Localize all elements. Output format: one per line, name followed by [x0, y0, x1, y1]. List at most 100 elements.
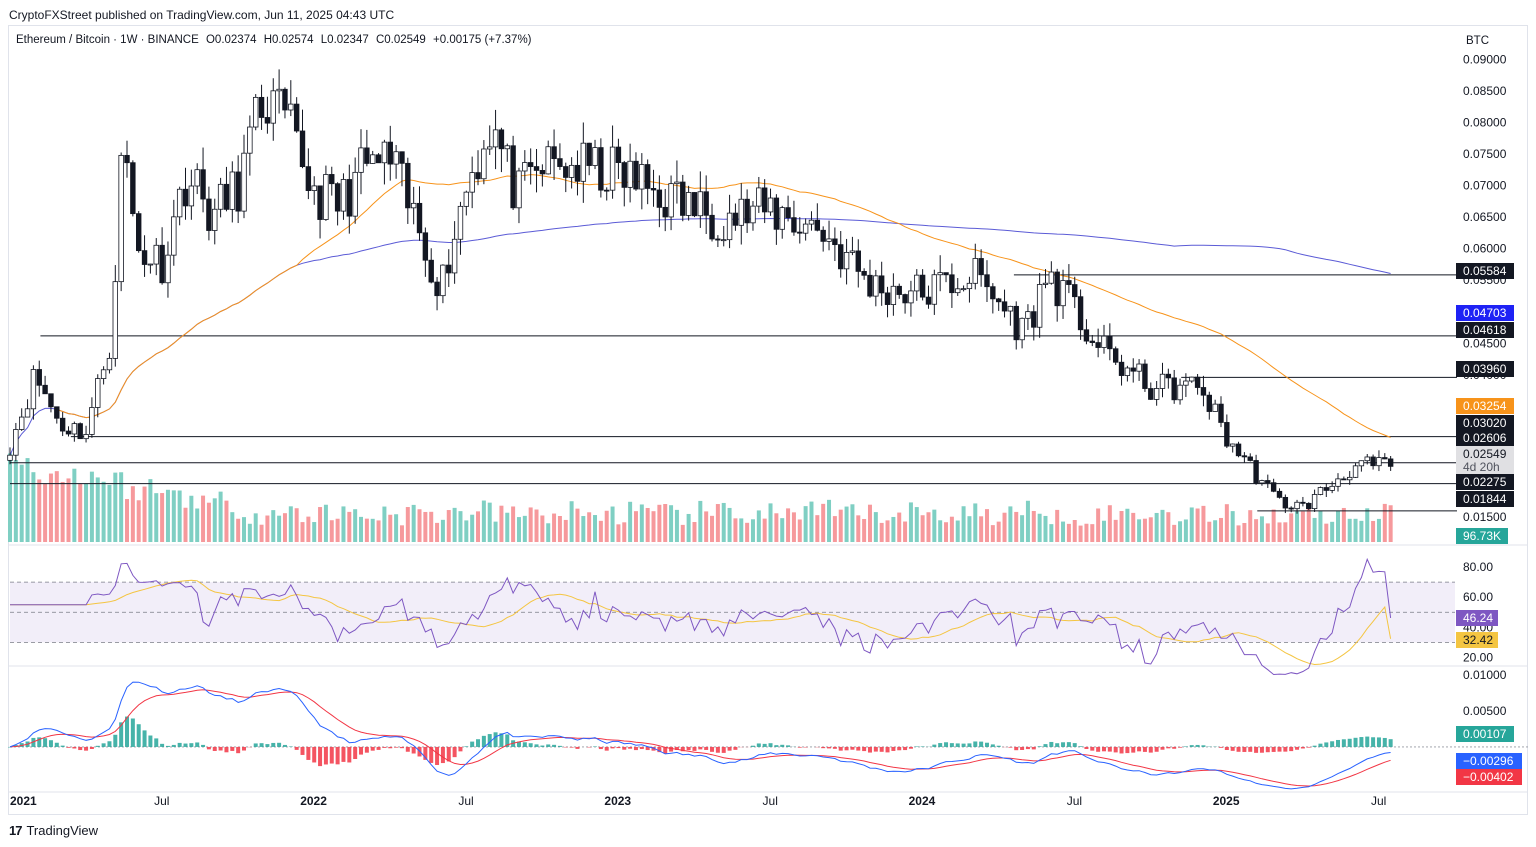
candle-down	[761, 187, 768, 213]
volume-bar	[1090, 524, 1095, 542]
volume-bars	[8, 453, 1393, 542]
volume-bar	[1353, 518, 1358, 542]
candle-up	[19, 416, 25, 430]
macd-histogram-bar	[1371, 737, 1376, 747]
candle-up	[100, 369, 107, 379]
candle-up	[217, 183, 224, 210]
candle-down	[574, 164, 581, 182]
candle-up	[1376, 457, 1382, 467]
candle-up	[568, 164, 575, 178]
volume-bar	[563, 519, 568, 542]
volume-bar	[721, 502, 726, 542]
macd-histogram-bar	[1295, 746, 1300, 750]
rsi-line	[10, 557, 1392, 676]
volume-bar	[359, 516, 364, 542]
volume-bar	[674, 509, 679, 542]
candle-up	[451, 238, 458, 274]
volume-bar	[984, 509, 989, 542]
candle-down	[1270, 482, 1277, 492]
volume-bar	[1248, 510, 1253, 542]
volume-bar	[1230, 511, 1235, 542]
volume-bar	[750, 519, 755, 542]
macd-histogram-bar	[201, 744, 206, 747]
macd-histogram-bar	[429, 746, 434, 763]
macd-histogram-bar	[84, 746, 89, 751]
candle-down	[884, 292, 891, 305]
macd-histogram-bar	[154, 738, 159, 747]
candle-up	[1153, 388, 1160, 400]
candle-down	[434, 281, 440, 297]
volume-bar	[294, 508, 299, 542]
volume-bar	[1341, 507, 1346, 542]
volume-bar	[1025, 500, 1030, 542]
volume-bar	[1002, 512, 1007, 542]
candle-down	[235, 171, 241, 212]
candle-up	[381, 141, 388, 164]
volume-bar	[944, 522, 949, 542]
volume-bar	[347, 511, 352, 542]
volume-bar	[323, 504, 328, 542]
candle-down	[1148, 388, 1154, 400]
candle-up	[30, 369, 37, 410]
macd-histogram-bar	[177, 742, 182, 747]
macd-histogram-bar	[557, 745, 562, 747]
macd-histogram-bar	[37, 737, 42, 747]
volume-bar	[43, 483, 48, 542]
macd-histogram-bar	[1359, 737, 1364, 747]
tradingview-footer[interactable]: 17 TradingView	[9, 823, 98, 838]
time-axis-label: 2024	[909, 794, 936, 808]
macd-histogram-bar	[130, 718, 135, 747]
macd-histogram-bar	[113, 734, 118, 747]
macd-histogram-bar	[1230, 746, 1235, 751]
candle-down	[1288, 507, 1294, 510]
volume-bar	[1347, 518, 1352, 542]
candle-up	[914, 274, 920, 292]
volume-bar	[1271, 509, 1276, 542]
macd-histogram-bar	[844, 746, 849, 751]
candle-up	[1025, 311, 1031, 319]
volume-bar	[692, 522, 697, 542]
volume-bar	[932, 509, 937, 542]
macd-histogram-bar	[862, 746, 867, 752]
candle-down	[820, 229, 826, 242]
price-tag-label: 0.04618	[1463, 323, 1507, 337]
volume-bar	[1376, 518, 1381, 542]
macd-histogram-bar	[499, 733, 504, 747]
macd-histogram-bar	[189, 743, 194, 747]
candle-up	[1036, 284, 1043, 328]
volume-bar	[856, 515, 861, 542]
volume-bar	[996, 521, 1001, 542]
volume-bar	[669, 505, 674, 542]
macd-histogram-bar	[353, 746, 358, 760]
macd-histogram-bar	[832, 746, 837, 749]
macd-histogram-bar	[382, 746, 387, 748]
candle-down	[650, 188, 657, 191]
volume-bar	[604, 510, 609, 542]
candle-up	[1311, 494, 1318, 510]
volume-bar	[440, 519, 445, 542]
macd-histogram-bar	[1078, 746, 1083, 747]
currency-label[interactable]: BTC	[1466, 35, 1489, 47]
volume-bar	[838, 509, 843, 542]
macd-histogram-bar	[1066, 742, 1071, 747]
price-axis-label: 0.06500	[1463, 210, 1507, 224]
macd-pane: 0.01000 0.00500 0.00107 −0.00296 −0.00402	[8, 668, 1528, 790]
candle-up	[112, 281, 119, 359]
macd-histogram-bar	[1084, 746, 1089, 749]
candle-down	[1247, 456, 1253, 461]
macd-signal-line	[9, 689, 1391, 787]
price-axis-label: 0.08500	[1463, 84, 1507, 98]
candle-up	[937, 272, 943, 276]
macd-histogram-bar	[1172, 746, 1177, 749]
volume-bar	[516, 517, 521, 542]
volume-bar	[552, 513, 557, 542]
volume-bar	[218, 491, 223, 542]
macd-histogram-bar	[458, 746, 463, 752]
volume-bar	[610, 506, 615, 542]
volume-bar	[230, 512, 235, 542]
candle-up	[668, 183, 674, 218]
candle-up	[1212, 403, 1218, 412]
macd-histogram-bar	[48, 740, 53, 747]
volume-bar	[1295, 511, 1300, 542]
